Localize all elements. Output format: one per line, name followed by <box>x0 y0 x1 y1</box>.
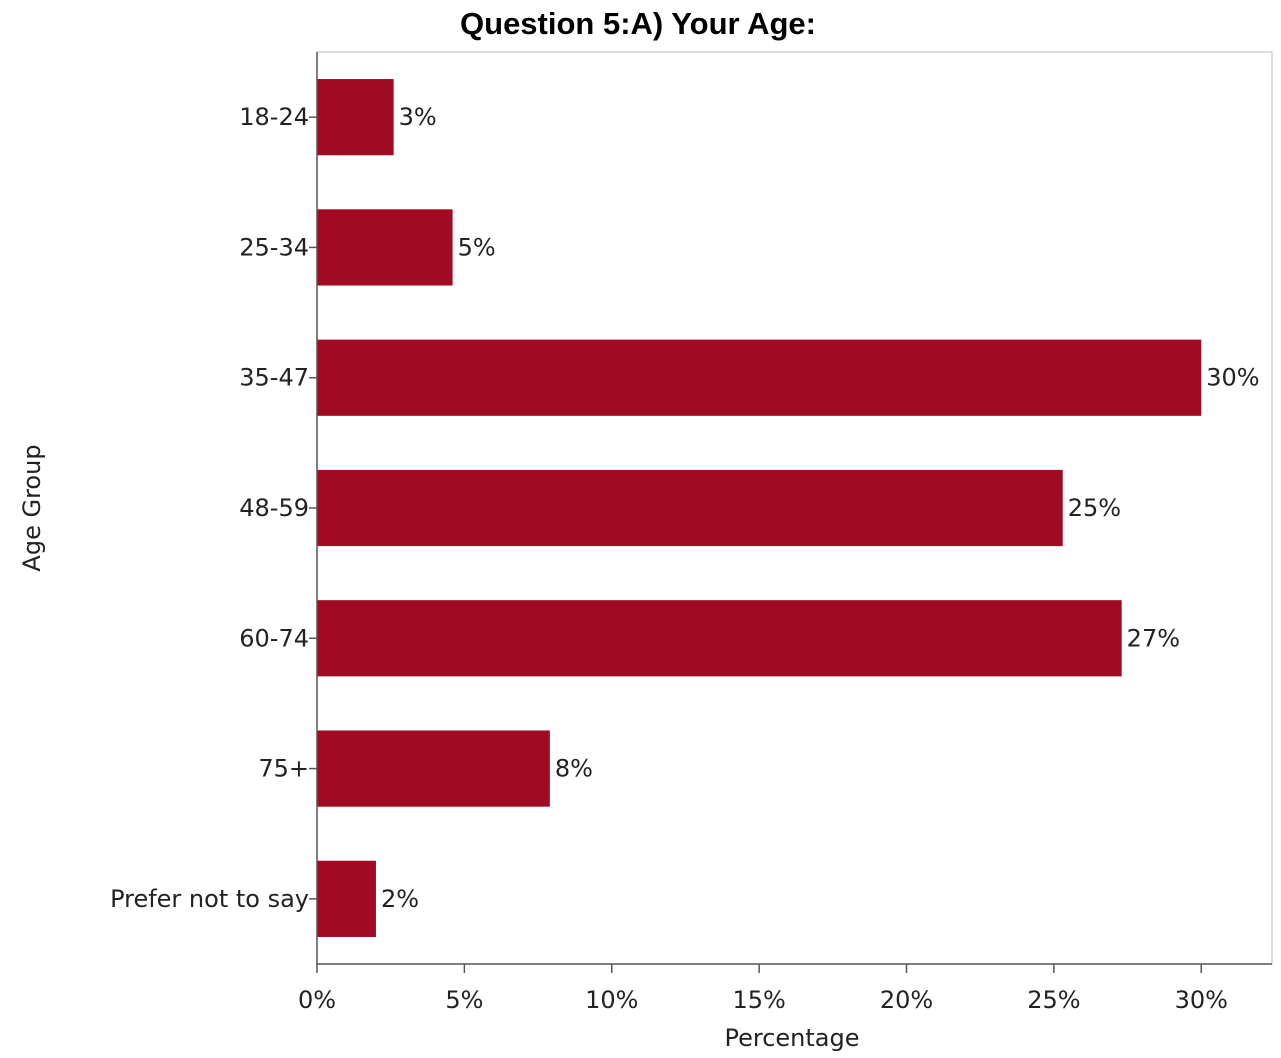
y-tick-label: 18-24 <box>239 103 309 131</box>
data-label: 30% <box>1206 364 1259 392</box>
bars-layer <box>317 79 1202 937</box>
y-tick-label: Prefer not to say <box>110 885 309 913</box>
data-label: 5% <box>458 233 496 261</box>
bar-prefer-not-to-say <box>317 860 376 937</box>
bar-35-47 <box>317 339 1202 416</box>
x-axis-label: Percentage <box>724 1024 859 1052</box>
data-label: 8% <box>555 755 593 783</box>
y-tick-label: 25-34 <box>239 233 309 261</box>
y-tick-label: 60-74 <box>239 624 309 652</box>
data-labels-layer: 3% 5% 30% 25% 27% 8% 2% <box>381 103 1260 913</box>
y-axis-ticks: 18-24 25-34 35-47 48-59 60-74 75+ Prefer not t… <box>110 103 317 913</box>
x-tick-label: 0% <box>298 986 336 1014</box>
bar-60-74 <box>317 600 1122 677</box>
x-tick-label: 5% <box>445 986 483 1014</box>
data-label: 27% <box>1127 624 1180 652</box>
y-tick-label: 48-59 <box>239 494 309 522</box>
bar-18-24 <box>317 79 394 156</box>
x-axis-ticks: 0% 5% 10% 15% 20% 25% 30% <box>298 964 1228 1014</box>
data-label: 2% <box>381 885 419 913</box>
chart-title: Question 5:A) Your Age: <box>460 6 816 41</box>
bar-75 <box>317 730 550 807</box>
y-tick-label: 35-47 <box>239 364 309 392</box>
x-tick-label: 30% <box>1175 986 1228 1014</box>
data-label: 25% <box>1068 494 1121 522</box>
data-label: 3% <box>399 103 437 131</box>
x-tick-label: 25% <box>1027 986 1080 1014</box>
x-tick-label: 10% <box>585 986 638 1014</box>
bar-25-34 <box>317 209 453 286</box>
x-tick-label: 15% <box>732 986 785 1014</box>
bar-48-59 <box>317 469 1063 547</box>
y-tick-label: 75+ <box>258 755 309 783</box>
x-tick-label: 20% <box>880 986 933 1014</box>
y-axis-label: Age Group <box>18 444 46 571</box>
